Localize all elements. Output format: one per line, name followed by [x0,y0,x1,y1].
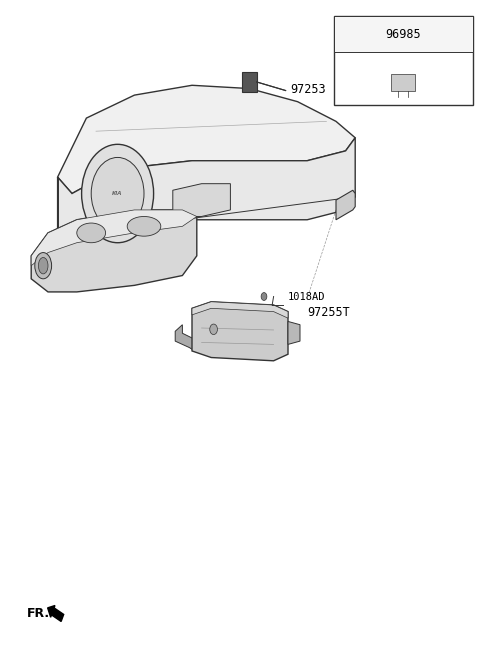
Bar [391,75,415,91]
Bar [334,16,473,105]
Circle shape [261,293,267,300]
Ellipse shape [77,223,106,243]
Bar [242,72,257,92]
Polygon shape [192,302,288,361]
Bar [334,16,473,52]
Polygon shape [173,184,230,216]
Text: 97253: 97253 [290,83,326,96]
Text: 97255T: 97255T [307,306,350,319]
Polygon shape [192,302,288,318]
Polygon shape [31,210,197,292]
FancyArrow shape [48,605,64,621]
Circle shape [210,324,217,335]
Polygon shape [288,321,300,344]
Text: 1018AD: 1018AD [288,291,325,302]
Polygon shape [58,138,355,253]
Polygon shape [175,325,199,351]
Ellipse shape [38,257,48,274]
Ellipse shape [127,216,161,236]
Text: FR.: FR. [26,607,49,620]
Ellipse shape [35,253,51,279]
Polygon shape [336,190,355,220]
Polygon shape [31,210,197,266]
Circle shape [82,144,154,243]
Text: KIA: KIA [112,191,123,196]
Circle shape [91,157,144,230]
Polygon shape [58,85,355,194]
Text: 96985: 96985 [385,28,421,41]
